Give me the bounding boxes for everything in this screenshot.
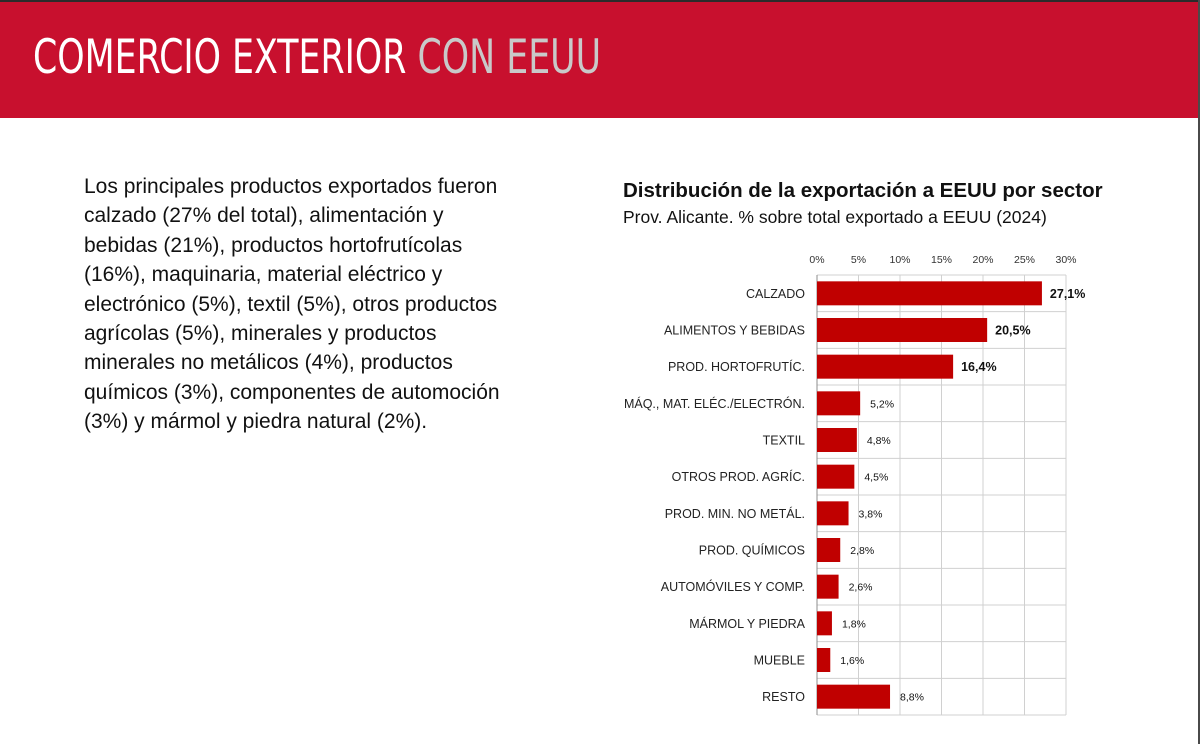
- category-label: MUEBLE: [754, 654, 805, 668]
- x-tick-label: 25%: [1014, 254, 1035, 266]
- category-label: PROD. HORTOFRUTÍC.: [668, 359, 805, 374]
- bar: [817, 318, 988, 342]
- category-label: AUTOMÓVILES Y COMP.: [661, 579, 805, 594]
- category-label: OTROS PROD. AGRÍC.: [672, 469, 805, 484]
- x-tick-label: 30%: [1055, 254, 1076, 266]
- body-paragraph: Los principales productos exportados fue…: [84, 175, 500, 434]
- category-label: PROD. MIN. NO METÁL.: [665, 506, 805, 521]
- data-label: 16,4%: [961, 360, 996, 374]
- bar: [817, 281, 1042, 306]
- x-tick-label: 15%: [931, 254, 952, 266]
- data-label: 5,2%: [870, 398, 894, 410]
- category-label: TEXTIL: [763, 434, 805, 448]
- page-title-accent: CON EEUU: [417, 30, 602, 85]
- x-tick-label: 5%: [851, 254, 866, 266]
- data-label: 1,6%: [840, 655, 864, 667]
- bar: [817, 574, 839, 599]
- page-title-main: COMERCIO EXTERIOR: [33, 30, 407, 85]
- bar: [817, 354, 954, 379]
- x-tick-label: 20%: [972, 254, 993, 266]
- bar: [817, 538, 841, 562]
- data-label: 3,8%: [859, 508, 883, 520]
- right-frame-edge: [1198, 0, 1200, 744]
- bar: [817, 391, 861, 416]
- category-label: CALZADO: [746, 287, 805, 301]
- bar: [817, 464, 855, 489]
- chart-subtitle: Prov. Alicante. % sobre total exportado …: [623, 207, 1047, 227]
- chart-title: Distribución de la exportación a EEUU po…: [623, 179, 1103, 202]
- page-title: COMERCIO EXTERIOR CON EEUU: [33, 30, 601, 85]
- bar: [817, 611, 832, 636]
- data-label: 2,6%: [849, 582, 873, 594]
- bar: [817, 684, 891, 709]
- bar: [817, 501, 849, 526]
- data-label: 27,1%: [1050, 287, 1085, 301]
- category-label: PROD. QUÍMICOS: [699, 543, 805, 558]
- bar: [817, 648, 831, 672]
- data-label: 20,5%: [995, 324, 1030, 338]
- data-label: 8,8%: [900, 692, 924, 704]
- x-tick-label: 0%: [809, 254, 824, 266]
- category-label: MÁQ., MAT. ELÉC./ELECTRÓN.: [624, 396, 805, 411]
- category-label: MÁRMOL Y PIEDRA: [689, 616, 805, 631]
- category-label: ALIMENTOS Y BEBIDAS: [664, 324, 805, 338]
- data-label: 4,5%: [864, 472, 888, 484]
- header-banner: COMERCIO EXTERIOR CON EEUU: [0, 0, 1200, 118]
- data-label: 2,8%: [850, 545, 874, 557]
- data-label: 4,8%: [867, 435, 891, 447]
- category-label: RESTO: [762, 690, 805, 704]
- data-label: 1,8%: [842, 618, 866, 630]
- bar: [817, 428, 857, 452]
- x-tick-label: 10%: [889, 254, 910, 266]
